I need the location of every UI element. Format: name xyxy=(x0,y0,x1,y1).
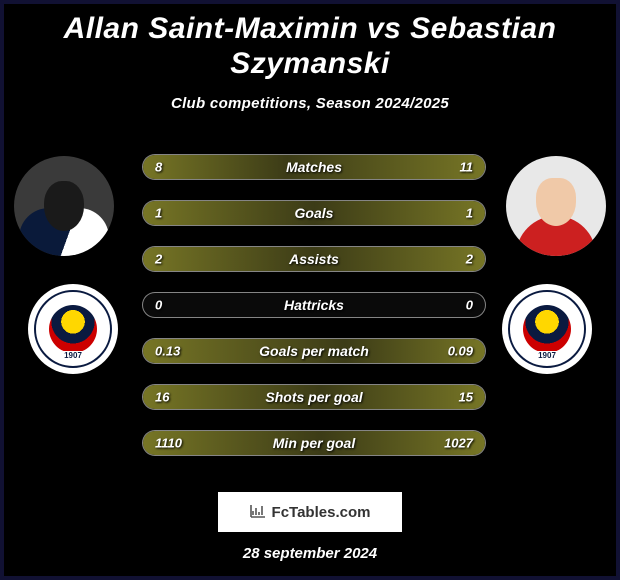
player-right-club-badge: 1907 xyxy=(502,284,592,374)
chart-icon xyxy=(250,504,266,521)
player-left-avatar xyxy=(14,156,114,256)
stat-fill-left xyxy=(143,201,314,225)
stat-value-left: 0 xyxy=(155,298,162,313)
stat-value-right: 1027 xyxy=(444,436,473,451)
club-year-label: 1907 xyxy=(536,351,558,360)
stat-row: 1110 1027 Min per goal xyxy=(142,430,486,456)
stat-row: 0.13 0.09 Goals per match xyxy=(142,338,486,364)
comparison-title: Allan Saint-Maximin vs Sebastian Szymans… xyxy=(4,4,616,81)
stat-label: Goals per match xyxy=(259,343,369,359)
stat-value-right: 2 xyxy=(466,252,473,267)
stat-bars-container: 811Matches11Goals22Assists00Hattricks0.1… xyxy=(142,154,486,476)
stat-fill-left xyxy=(143,155,287,179)
stat-value-right: 0.09 xyxy=(448,344,473,359)
footer-date: 28 september 2024 xyxy=(243,545,377,562)
stat-value-right: 15 xyxy=(459,390,473,405)
stat-value-left: 1 xyxy=(155,206,162,221)
stat-value-left: 8 xyxy=(155,160,162,175)
stat-row: 8 11 Matches xyxy=(142,154,486,180)
stat-value-left: 1110 xyxy=(155,436,182,451)
stat-row: 16 15 Shots per goal xyxy=(142,384,486,410)
player-left-club-badge: 1907 xyxy=(28,284,118,374)
stat-row: 1 1 Goals xyxy=(142,200,486,226)
stat-row: 0 0 Hattricks xyxy=(142,292,486,318)
stat-value-right: 1 xyxy=(466,206,473,221)
stat-value-right: 0 xyxy=(466,298,473,313)
stat-value-left: 0.13 xyxy=(155,344,180,359)
stat-label: Min per goal xyxy=(273,435,355,451)
club-year-label: 1907 xyxy=(62,351,84,360)
stat-fill-right xyxy=(314,247,485,271)
stat-label: Assists xyxy=(289,251,339,267)
stat-value-right: 11 xyxy=(460,160,474,175)
stat-label: Shots per goal xyxy=(265,389,362,405)
stat-row: 2 2 Assists xyxy=(142,246,486,272)
comparison-subtitle: Club competitions, Season 2024/2025 xyxy=(4,95,616,112)
stat-label: Hattricks xyxy=(284,297,344,313)
stat-value-left: 16 xyxy=(155,390,169,405)
footer-brand-logo: FcTables.com xyxy=(218,492,402,532)
stat-label: Matches xyxy=(286,159,342,175)
stat-fill-right xyxy=(314,201,485,225)
stat-value-left: 2 xyxy=(155,252,162,267)
stat-label: Goals xyxy=(295,205,334,221)
player-right-avatar xyxy=(506,156,606,256)
footer-brand-text: FcTables.com xyxy=(272,504,371,521)
